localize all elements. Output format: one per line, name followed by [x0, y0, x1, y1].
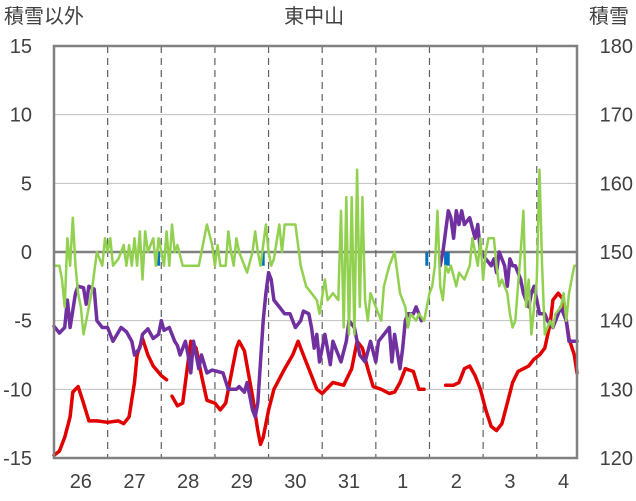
x-tick-label: 27	[123, 471, 145, 493]
series-line-3	[52, 168, 579, 336]
series-line-1	[52, 291, 579, 458]
left-tick-label: -10	[3, 379, 32, 401]
data-bar	[157, 252, 161, 266]
data-bar	[444, 252, 448, 266]
data-bar	[261, 252, 265, 266]
x-tick-label: 28	[177, 471, 199, 493]
chart-title: 東中山	[284, 5, 344, 28]
x-tick-label: 31	[338, 471, 360, 493]
plot-border	[52, 44, 579, 460]
x-tick-label: 26	[70, 471, 92, 493]
x-tick-label: 2	[451, 471, 462, 493]
right-tick-label: 120	[600, 448, 633, 470]
right-tick-label: 170	[600, 105, 633, 127]
left-tick-label: 15	[10, 36, 32, 58]
x-tick-label: 4	[558, 471, 569, 493]
data-bar	[425, 252, 429, 266]
left-axis-label: 積雪以外	[4, 5, 84, 28]
x-tick-label: 3	[504, 471, 515, 493]
left-tick-label: -5	[14, 311, 32, 333]
left-tick-label: 10	[10, 105, 32, 127]
right-tick-label: 140	[600, 311, 633, 333]
x-tick-label: 1	[397, 471, 408, 493]
data-bar	[446, 252, 450, 266]
x-tick-label: 30	[284, 471, 306, 493]
right-tick-label: 130	[600, 379, 633, 401]
right-tick-label: 180	[600, 36, 633, 58]
left-tick-label: 5	[21, 173, 32, 195]
left-tick-label: -15	[3, 448, 32, 470]
right-tick-label: 150	[600, 242, 633, 264]
x-tick-label: 29	[231, 471, 253, 493]
left-tick-label: 0	[21, 242, 32, 264]
right-tick-label: 160	[600, 173, 633, 195]
right-axis-label: 積雪	[589, 5, 629, 28]
